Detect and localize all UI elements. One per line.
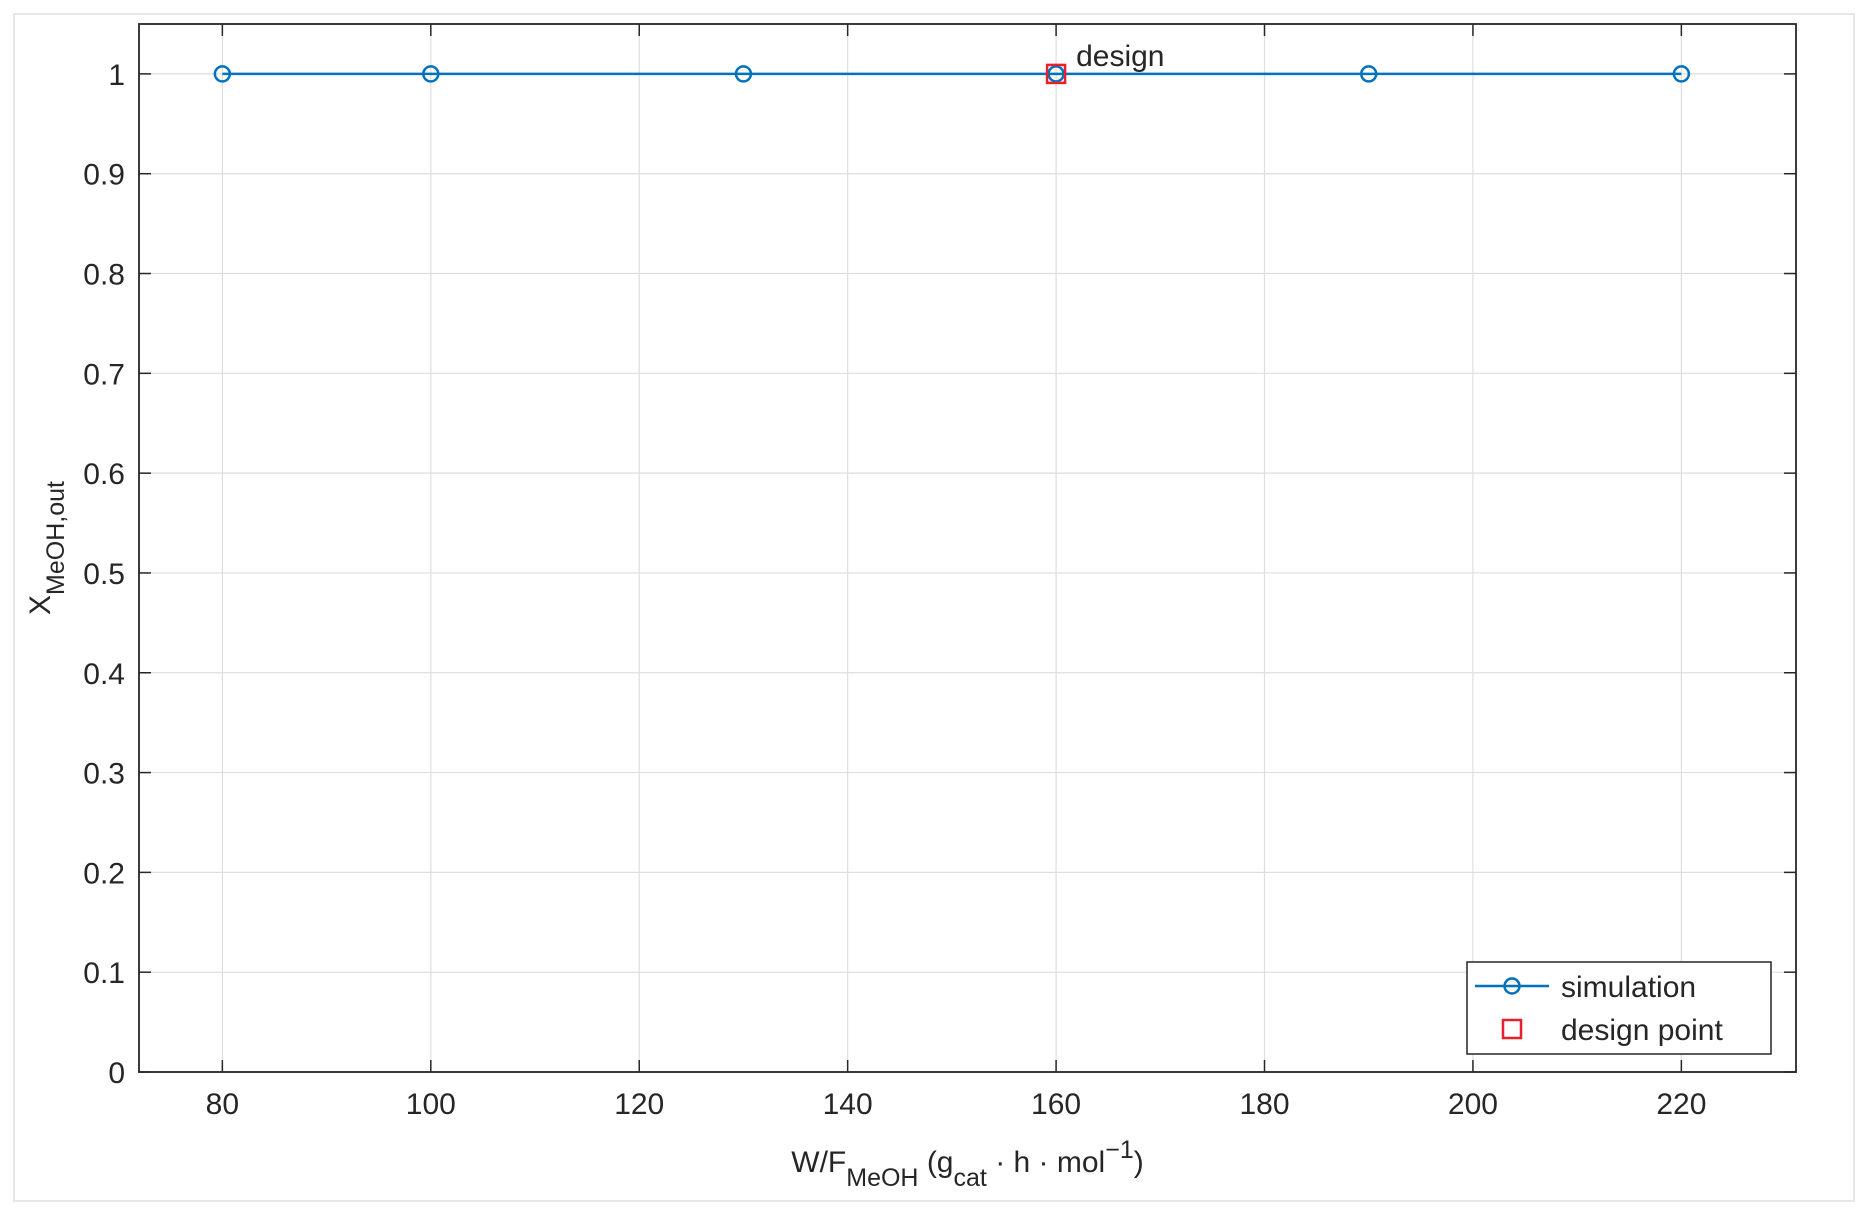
legend-marker <box>1503 977 1521 995</box>
marker <box>422 65 440 83</box>
y-tick-label: 0 <box>108 1057 125 1090</box>
x-tick-label: 120 <box>614 1088 664 1121</box>
y-tick-label: 0.3 <box>83 758 125 791</box>
y-axis-label-part: X <box>24 595 57 615</box>
x-axis-label-part: cat <box>954 1164 987 1192</box>
x-axis-label: W/FMeOH (gcat · h · mol−1) <box>791 1136 1143 1192</box>
y-tick-label: 0.2 <box>83 857 125 890</box>
y-axis-label: XMeOH,out <box>24 481 70 615</box>
y-tick-label: 0.6 <box>83 458 125 491</box>
x-tick-label: 100 <box>406 1088 456 1121</box>
annotation: design <box>1076 40 1164 73</box>
marker <box>1672 65 1691 83</box>
x-axis-label-part: · h · mol <box>987 1146 1105 1179</box>
plot-box <box>138 23 1797 1073</box>
y-tick-label: 0.5 <box>83 558 125 591</box>
x-tick-label: 200 <box>1448 1088 1498 1121</box>
legend-label: simulation <box>1561 971 1696 1004</box>
x-tick-label: 140 <box>823 1088 873 1121</box>
y-axis-label-part: MeOH,out <box>42 481 70 595</box>
x-axis-label-part: W/F <box>791 1146 846 1179</box>
legend-marker <box>1501 1018 1523 1040</box>
y-tick-label: 0.9 <box>83 159 125 192</box>
marker <box>1045 63 1067 85</box>
x-axis-label-part: (g <box>918 1146 953 1179</box>
x-tick-label: 180 <box>1239 1088 1289 1121</box>
marker <box>213 65 232 83</box>
y-tick-label: 1 <box>108 59 125 92</box>
x-tick-label: 80 <box>206 1088 239 1121</box>
marker <box>1359 65 1378 83</box>
marker <box>1047 65 1065 83</box>
y-tick-label: 0.8 <box>83 259 125 292</box>
y-tick-label: 0.7 <box>83 358 125 391</box>
x-tick-label: 220 <box>1656 1088 1706 1121</box>
y-tick-label: 0.1 <box>83 957 125 990</box>
x-axis-label-part: −1 <box>1105 1136 1134 1164</box>
marker <box>734 65 753 83</box>
y-tick-label: 0.4 <box>83 658 125 691</box>
x-tick-label: 160 <box>1031 1088 1081 1121</box>
x-axis-label-part: MeOH <box>846 1164 918 1192</box>
x-axis-label-part: ) <box>1134 1146 1144 1179</box>
legend-label: design point <box>1561 1014 1723 1047</box>
